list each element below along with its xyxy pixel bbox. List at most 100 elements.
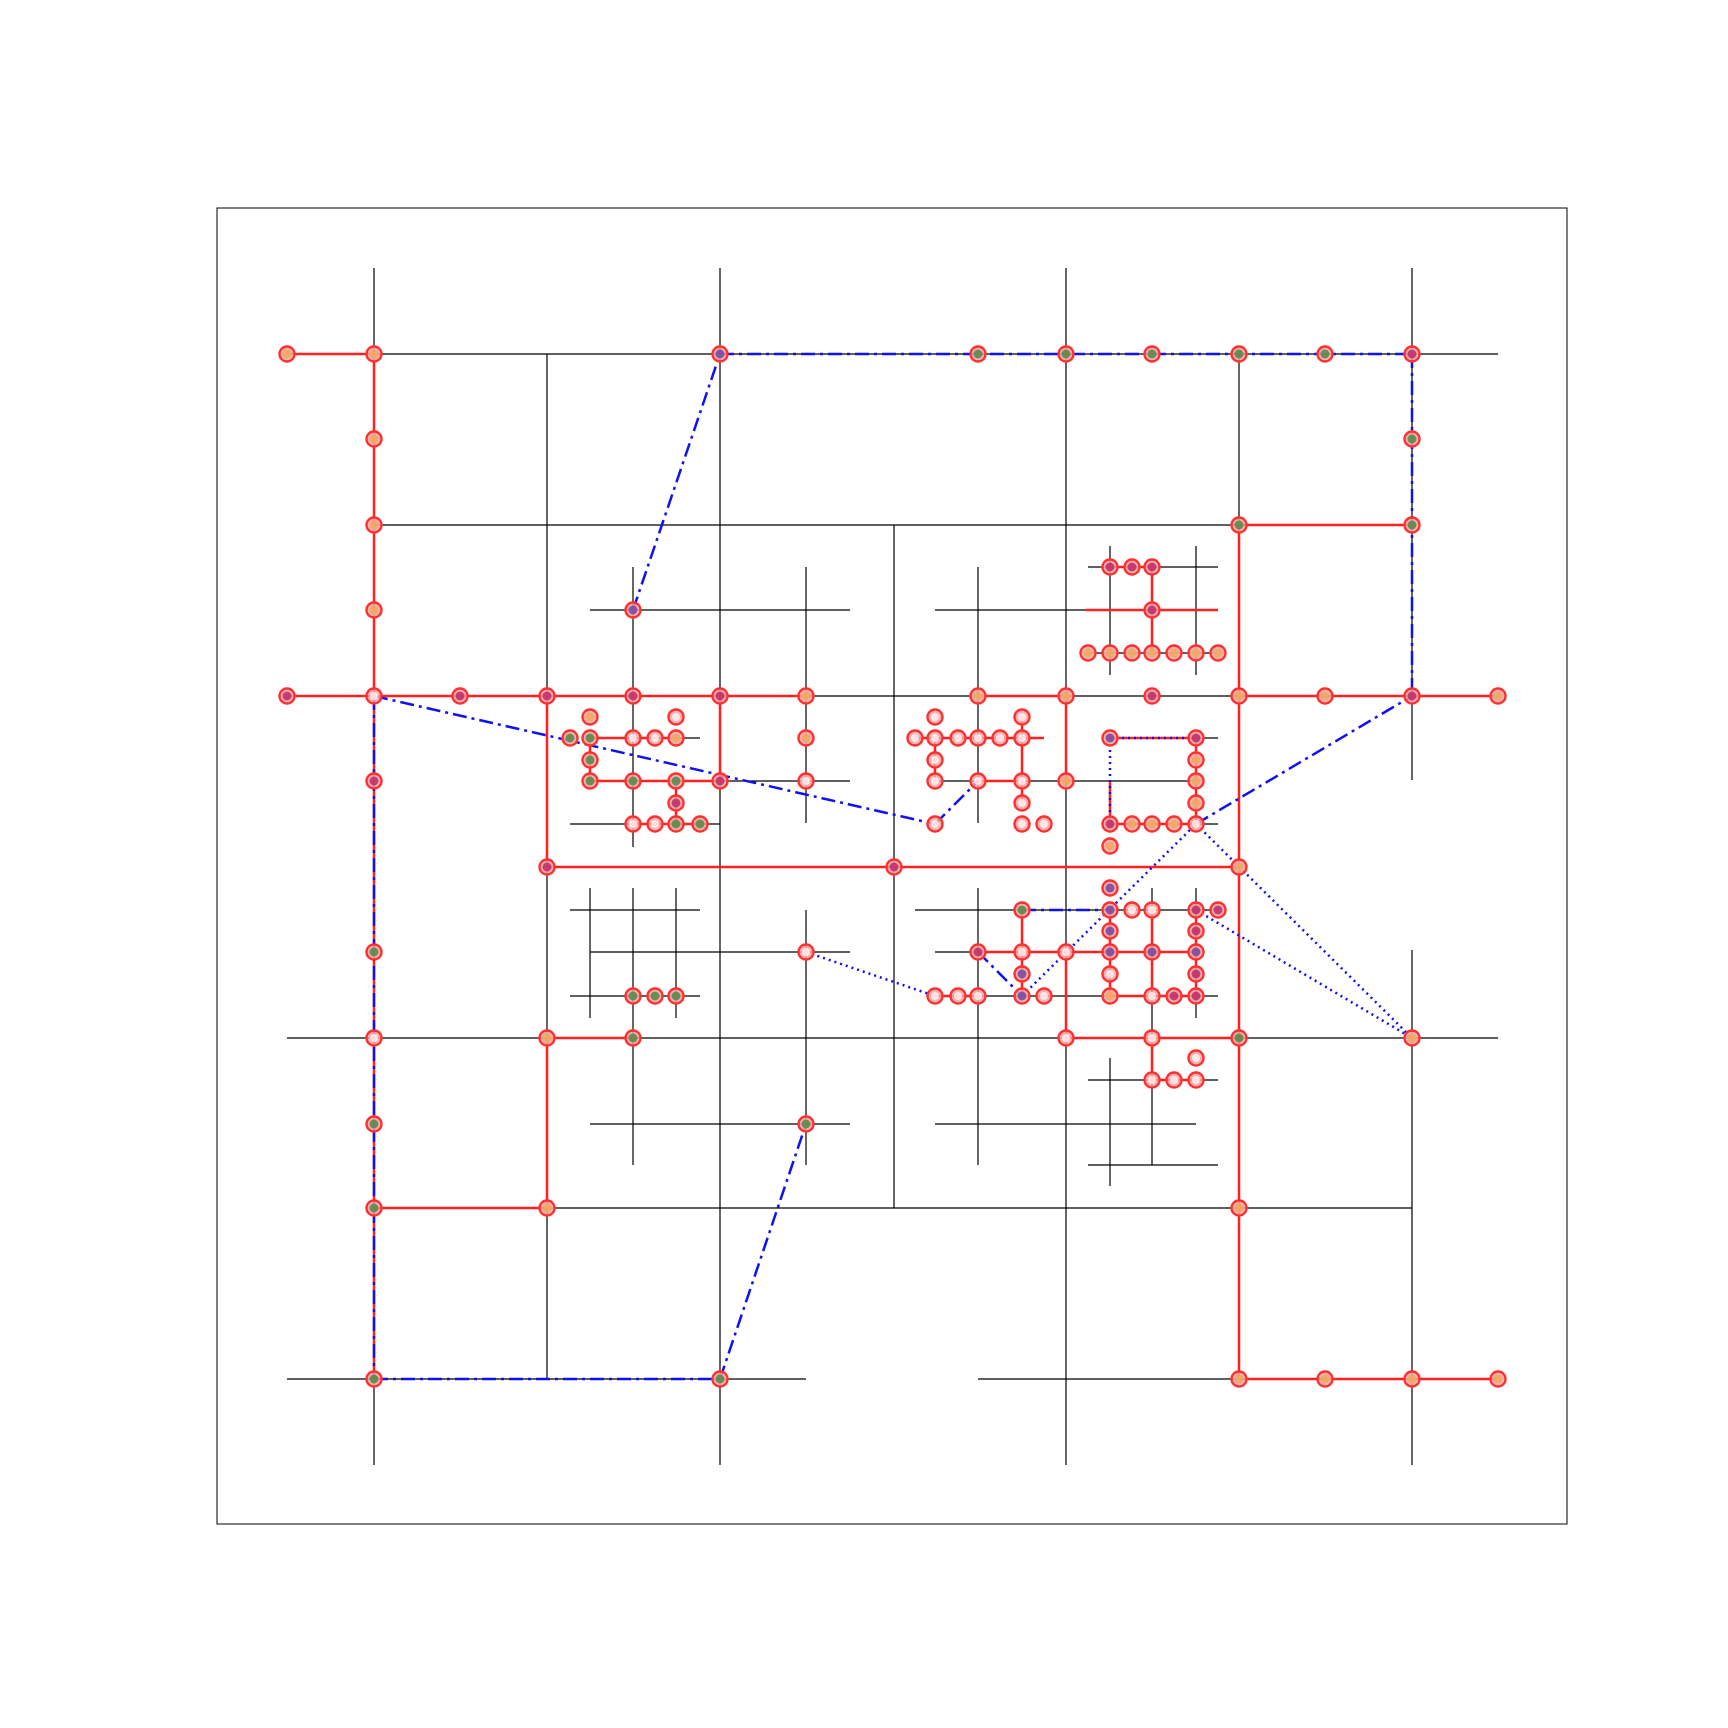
- node-core: [671, 776, 681, 786]
- node-core: [542, 862, 552, 872]
- graph-node: [969, 729, 987, 747]
- graph-node: [581, 729, 599, 747]
- graph-node: [667, 729, 685, 747]
- graph-node: [1057, 345, 1075, 363]
- graph-node: [969, 687, 987, 705]
- node-core: [1191, 755, 1201, 765]
- node-core: [1018, 820, 1026, 828]
- graph-node: [1123, 901, 1141, 919]
- graph-node: [1489, 687, 1507, 705]
- node-core: [1105, 947, 1115, 957]
- graph-node: [1143, 815, 1161, 833]
- node-core: [1127, 648, 1137, 658]
- node-core: [628, 691, 638, 701]
- graph-node: [538, 1199, 556, 1217]
- graph-node: [1143, 601, 1161, 619]
- graph-node: [1187, 751, 1205, 769]
- node-core: [1213, 905, 1223, 915]
- graph-node: [1403, 1029, 1421, 1047]
- node-core: [695, 819, 705, 829]
- graph-node: [1230, 1370, 1248, 1388]
- node-core: [1234, 862, 1244, 872]
- node-core: [369, 947, 379, 957]
- graph-node: [1013, 987, 1031, 1005]
- graph-node: [538, 687, 556, 705]
- graph-node: [1187, 901, 1205, 919]
- graph-node: [926, 987, 944, 1005]
- node-core: [1148, 1076, 1156, 1084]
- node-core: [1147, 562, 1157, 572]
- node-core: [1017, 991, 1027, 1001]
- graph-node: [1403, 687, 1421, 705]
- graph-node: [1187, 794, 1205, 812]
- node-core: [585, 712, 595, 722]
- node-core: [671, 798, 681, 808]
- node-core: [628, 991, 638, 1001]
- link-edge: [373, 694, 936, 826]
- graph-node: [1403, 345, 1421, 363]
- graph-node: [1316, 345, 1334, 363]
- node-core: [628, 605, 638, 615]
- graph-node: [667, 794, 685, 812]
- plot-frame: [216, 207, 1568, 1525]
- link-edge: [977, 951, 1023, 997]
- node-core: [1018, 777, 1026, 785]
- graph-node: [365, 1115, 383, 1133]
- node-core: [1105, 883, 1115, 893]
- node-core: [1061, 349, 1071, 359]
- node-core: [650, 991, 660, 1001]
- node-core: [369, 520, 379, 530]
- graph-node: [1187, 922, 1205, 940]
- graph-node: [1013, 815, 1031, 833]
- node-core: [1191, 733, 1201, 743]
- node-core: [802, 948, 810, 956]
- graph-node: [1101, 644, 1119, 662]
- node-core: [1147, 819, 1157, 829]
- graph-node: [926, 708, 944, 726]
- node-core: [1407, 691, 1417, 701]
- graph-node: [1165, 644, 1183, 662]
- link-edge: [934, 780, 979, 825]
- node-core: [1147, 605, 1157, 615]
- node-core: [282, 691, 292, 701]
- graph-node: [1187, 965, 1205, 983]
- node-core: [1191, 905, 1201, 915]
- node-core: [1192, 1054, 1200, 1062]
- graph-node: [365, 516, 383, 534]
- node-core: [1169, 991, 1179, 1001]
- node-core: [628, 1033, 638, 1043]
- node-core: [1191, 776, 1201, 786]
- graph-node: [667, 772, 685, 790]
- graph-node: [538, 1029, 556, 1047]
- graph-node: [624, 729, 642, 747]
- graph-node: [1013, 772, 1031, 790]
- node-core: [1493, 1374, 1503, 1384]
- graph-node: [797, 943, 815, 961]
- graph-node: [1187, 729, 1205, 747]
- graph-node: [624, 601, 642, 619]
- node-core: [1213, 648, 1223, 658]
- node-core: [1061, 691, 1071, 701]
- node-core: [1493, 691, 1503, 701]
- graph-node: [926, 815, 944, 833]
- graph-node: [365, 1199, 383, 1217]
- node-core: [996, 734, 1004, 742]
- node-core: [1407, 1374, 1417, 1384]
- graph-node: [949, 729, 967, 747]
- graph-node: [1209, 901, 1227, 919]
- graph-node: [365, 687, 383, 705]
- graph-node: [278, 687, 296, 705]
- node-core: [715, 349, 725, 359]
- graph-node: [1143, 558, 1161, 576]
- node-core: [1127, 562, 1137, 572]
- node-core: [931, 734, 939, 742]
- node-core: [629, 734, 637, 742]
- node-core: [1040, 820, 1048, 828]
- graph-node: [711, 687, 729, 705]
- graph-node: [667, 815, 685, 833]
- graph-node: [926, 751, 944, 769]
- node-core: [954, 992, 962, 1000]
- node-core: [715, 776, 725, 786]
- node-core: [1018, 948, 1026, 956]
- node-core: [954, 734, 962, 742]
